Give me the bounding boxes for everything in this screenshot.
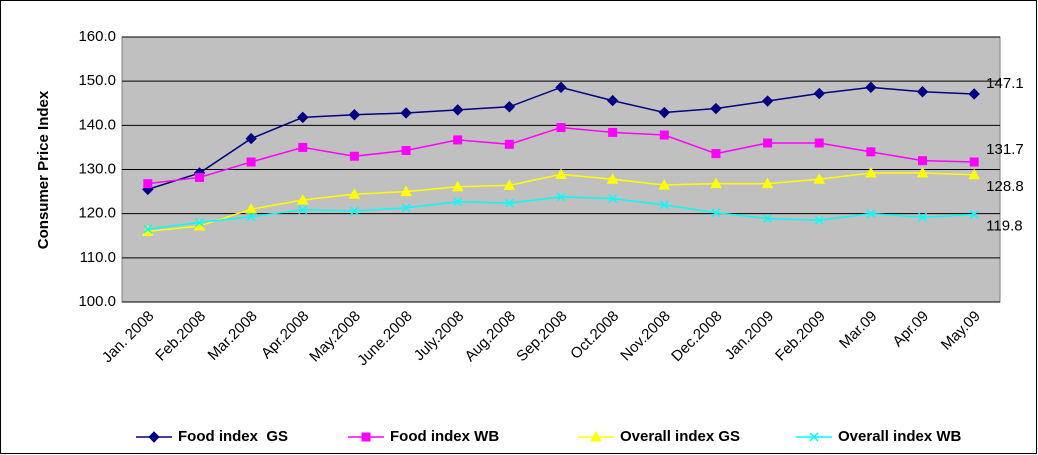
legend-label: Food index GS: [178, 428, 288, 445]
marker: [349, 206, 359, 216]
marker: [298, 205, 308, 215]
y-tick-label: 120.0: [78, 205, 116, 222]
marker: [246, 157, 256, 167]
marker: [761, 95, 774, 107]
marker: [608, 127, 618, 137]
y-axis-title: Consumer Price Index: [35, 90, 52, 249]
marker: [711, 208, 721, 218]
marker: [763, 138, 773, 148]
marker: [916, 167, 929, 178]
marker: [969, 210, 979, 220]
marker: [451, 180, 464, 192]
y-tick-label: 160.0: [78, 28, 116, 45]
marker: [710, 177, 722, 189]
marker: [348, 109, 361, 121]
marker: [504, 139, 514, 149]
marker: [813, 87, 825, 100]
marker: [143, 224, 153, 234]
marker: [968, 88, 980, 100]
marker: [401, 203, 411, 213]
marker: [555, 81, 567, 94]
marker: [556, 192, 566, 202]
data-label: 128.8: [986, 178, 1024, 195]
marker: [814, 138, 824, 148]
marker: [590, 430, 602, 442]
y-tick-label: 110.0: [80, 249, 116, 266]
marker: [917, 212, 928, 222]
marker: [349, 151, 359, 161]
marker: [148, 431, 160, 443]
marker: [453, 135, 463, 145]
marker: [658, 178, 671, 190]
marker: [245, 203, 257, 214]
marker: [865, 167, 877, 178]
y-tick-label: 140.0: [78, 116, 116, 133]
marker: [298, 142, 308, 152]
marker: [503, 101, 516, 113]
marker: [400, 185, 412, 197]
data-label: 131.7: [986, 141, 1024, 158]
marker: [866, 147, 876, 157]
marker: [814, 215, 824, 225]
marker: [711, 149, 721, 159]
marker: [361, 432, 371, 442]
marker: [659, 200, 669, 210]
marker: [504, 198, 514, 208]
y-tick-label: 130.0: [78, 160, 116, 177]
marker: [813, 173, 826, 184]
marker: [401, 146, 411, 156]
legend-label: Overall index GS: [620, 428, 740, 445]
marker: [194, 172, 204, 182]
marker: [400, 107, 412, 119]
marker: [763, 213, 773, 224]
marker: [606, 173, 619, 184]
marker: [503, 179, 516, 190]
marker: [606, 94, 619, 107]
y-tick-label: 100.0: [78, 293, 116, 310]
marker: [451, 104, 464, 116]
marker: [866, 209, 876, 219]
marker: [658, 106, 671, 119]
marker: [296, 193, 309, 205]
data-label: 147.1: [986, 75, 1024, 92]
data-label: 119.8: [986, 218, 1022, 235]
marker: [245, 132, 257, 145]
marker: [556, 123, 566, 133]
marker: [297, 111, 309, 124]
marker: [659, 130, 669, 140]
marker: [969, 157, 979, 167]
legend-label: Food index WB: [390, 428, 499, 445]
marker: [918, 156, 928, 166]
marker: [143, 179, 153, 189]
marker: [608, 194, 618, 204]
marker: [865, 81, 877, 94]
y-tick-label: 150.0: [78, 72, 116, 89]
marker: [761, 177, 774, 189]
marker: [809, 432, 819, 442]
marker: [710, 102, 722, 115]
marker: [968, 168, 981, 180]
marker: [246, 212, 256, 222]
marker: [194, 217, 205, 228]
legend-label: Overall index WB: [838, 428, 962, 445]
marker: [348, 188, 361, 199]
marker: [453, 197, 463, 207]
marker: [555, 168, 567, 179]
marker: [916, 86, 929, 98]
